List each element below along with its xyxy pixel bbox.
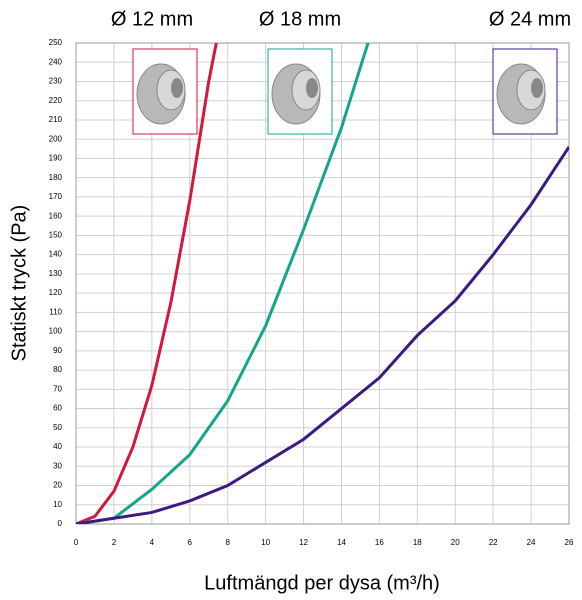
y-tick-label: 70 [53,384,62,393]
y-tick-label: 20 [53,481,62,490]
x-tick-label: 10 [261,538,270,547]
nozzle-icon [132,48,198,135]
y-tick-label: 230 [49,77,63,86]
series-label: Ø 24 mm [489,8,571,30]
x-tick-label: 24 [527,538,536,547]
x-tick-label: 18 [413,538,422,547]
line [76,146,569,524]
x-tick-label: 0 [74,538,79,547]
line [76,43,218,524]
x-tick-label: 4 [150,538,155,547]
y-tick-label: 190 [49,154,63,163]
y-tick-label: 140 [49,250,63,259]
series-label: Ø 12 mm [111,8,193,30]
y-tick-label: 60 [53,404,62,413]
nozzle-icon [492,48,558,135]
y-tick-label: 180 [49,173,63,182]
y-tick-label: 100 [49,327,63,336]
nozzle-icon [267,48,333,135]
x-axis-label: Luftmängd per dysa (m³/h) [204,572,440,594]
x-tick-label: 22 [489,538,498,547]
y-tick-label: 160 [49,211,63,220]
y-tick-label: 240 [49,57,63,66]
x-tick-label: 20 [451,538,460,547]
y-tick-label: 30 [53,461,62,470]
y-tick-label: 90 [53,346,62,355]
x-tick-label: 26 [565,538,574,547]
y-tick-label: 40 [53,442,62,451]
y-tick-label: 150 [49,231,63,240]
icon-hole [171,78,183,98]
y-tick-label: 110 [49,307,62,316]
y-tick-label: 220 [49,96,63,105]
x-tick-label: 2 [112,538,117,547]
icon-hole [306,78,318,98]
x-tick-label: 6 [188,538,193,547]
y-tick-label: 200 [49,134,63,143]
y-axis-label: Statiskt tryck (Pa) [8,205,30,362]
y-tick-label: 120 [49,288,63,297]
x-tick-label: 8 [225,538,230,547]
y-tick-label: 130 [49,269,63,278]
line [76,43,370,524]
icon-hole [531,78,543,98]
y-tick-label: 170 [49,192,63,201]
x-tick-label: 14 [337,538,346,547]
y-tick-label: 0 [58,519,63,528]
y-tick-label: 80 [53,365,62,374]
y-tick-label: 250 [49,38,63,47]
y-tick-label: 10 [53,500,62,509]
y-tick-label: 210 [49,115,63,124]
x-tick-label: 16 [375,538,384,547]
x-tick-label: 12 [299,538,308,547]
plot-frame [75,42,570,525]
series-label: Ø 18 mm [259,8,341,30]
y-tick-label: 50 [53,423,62,432]
